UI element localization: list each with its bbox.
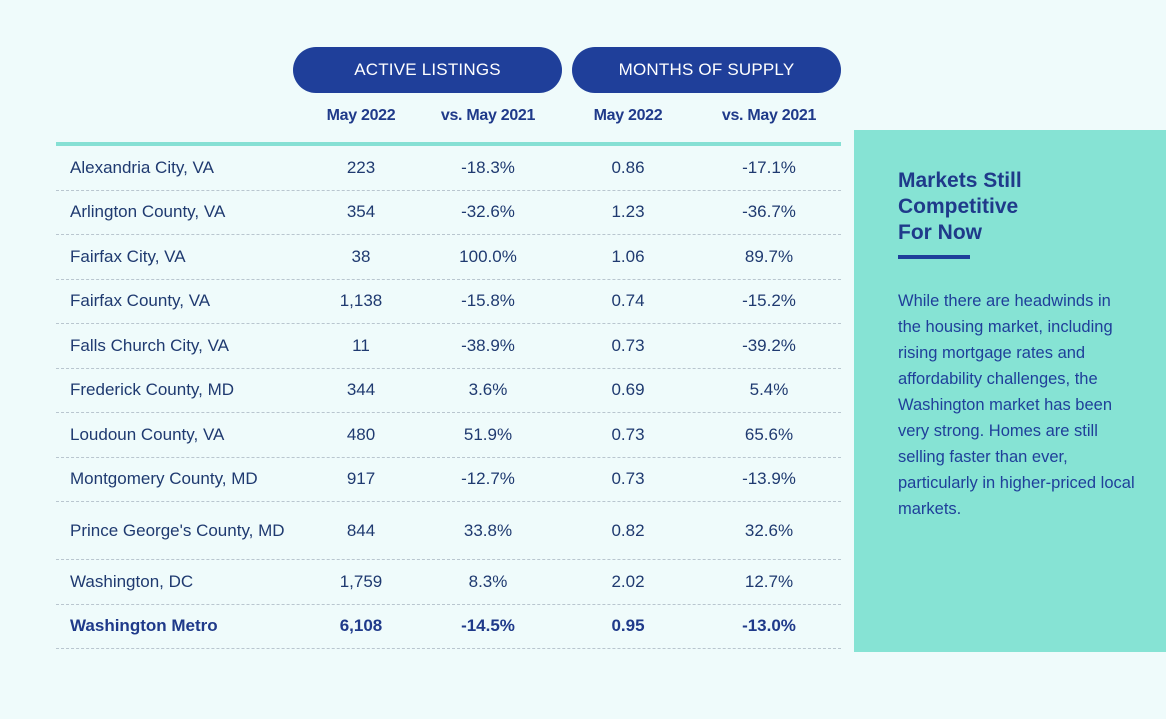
jurisdiction-name: Frederick County, MD	[70, 380, 235, 400]
jurisdiction-name: Montgomery County, MD	[70, 469, 258, 489]
callout-title-underline	[898, 255, 970, 259]
active-listings-change: -12.7%	[461, 469, 515, 489]
jurisdiction-name: Falls Church City, VA	[70, 335, 230, 355]
total-name: Washington Metro	[70, 616, 218, 636]
active-listings-change: 100.0%	[459, 246, 517, 266]
active-listings-value: 917	[346, 469, 376, 489]
active-listings-header: ACTIVE LISTINGS	[293, 47, 562, 93]
months-supply-change: 5.4%	[749, 380, 789, 400]
active-listings-change: 8.3%	[468, 571, 508, 591]
months-supply-value: 0.82	[611, 520, 645, 540]
active-listings-change: -32.6%	[461, 202, 515, 222]
active-listings-value: 11	[352, 335, 370, 355]
months-supply-change: -17.1%	[742, 157, 796, 177]
active-listings-value: 1,138	[339, 291, 383, 311]
active-listings-value: 1,759	[339, 571, 383, 591]
table-row: Alexandria City, VA 223 -18.3% 0.86 -17.…	[56, 146, 841, 191]
table-row: Frederick County, MD 344 3.6% 0.69 5.4%	[56, 369, 841, 413]
table-row: Montgomery County, MD 917 -12.7% 0.73 -1…	[56, 458, 841, 502]
table-row: Prince George's County, MD 844 33.8% 0.8…	[56, 502, 841, 560]
active-listings-value: 354	[346, 202, 376, 222]
total-row: Washington Metro 6,108 -14.5% 0.95 -13.0…	[56, 605, 841, 649]
jurisdiction-name: Prince George's County, MD	[70, 520, 285, 540]
months-supply-value: 0.73	[611, 469, 645, 489]
months-supply-change: 89.7%	[744, 246, 794, 266]
table-row: Washington, DC 1,759 8.3% 2.02 12.7%	[56, 560, 841, 605]
total-months-supply-change: -13.0%	[742, 616, 796, 636]
active-listings-change: 51.9%	[463, 424, 513, 444]
months-supply-change: 32.6%	[744, 520, 794, 540]
active-listings-value: 844	[346, 520, 376, 540]
supply-may-2022-header: May 2022	[593, 107, 663, 124]
months-supply-change: -36.7%	[742, 202, 796, 222]
callout-panel: Markets Still Competitive For Now While …	[854, 130, 1166, 652]
active-listings-change: 3.6%	[468, 380, 508, 400]
months-supply-change: -13.9%	[742, 469, 796, 489]
jurisdiction-name: Fairfax City, VA	[70, 246, 186, 266]
jurisdiction-name: Washington, DC	[70, 571, 194, 591]
months-supply-change: -39.2%	[742, 335, 796, 355]
jurisdiction-name: Alexandria City, VA	[70, 157, 214, 177]
active-listings-value: 38	[351, 246, 371, 266]
data-table: Alexandria City, VA 223 -18.3% 0.86 -17.…	[56, 146, 841, 649]
active-listings-change: -15.8%	[461, 291, 515, 311]
months-supply-value: 2.02	[611, 571, 645, 591]
active-listings-change: 33.8%	[463, 520, 513, 540]
months-supply-value: 0.73	[611, 335, 645, 355]
months-supply-change: 65.6%	[744, 424, 794, 444]
active-listings-value: 223	[346, 157, 376, 177]
active-listings-change: -38.9%	[461, 335, 515, 355]
jurisdiction-name: Fairfax County, VA	[70, 291, 211, 311]
jurisdiction-name: Arlington County, VA	[70, 202, 226, 222]
months-of-supply-header: MONTHS OF SUPPLY	[572, 47, 841, 93]
listings-vs-2021-header: vs. May 2021	[440, 107, 536, 124]
active-listings-change: -18.3%	[461, 157, 515, 177]
total-active-listings-change: -14.5%	[461, 616, 515, 636]
months-supply-value: 0.74	[611, 291, 645, 311]
table-row: Loudoun County, VA 480 51.9% 0.73 65.6%	[56, 413, 841, 458]
months-supply-value: 0.73	[611, 424, 645, 444]
table-header-rule	[56, 142, 841, 146]
total-active-listings: 6,108	[339, 616, 383, 636]
listings-may-2022-header: May 2022	[326, 107, 396, 124]
table-row: Fairfax City, VA 38 100.0% 1.06 89.7%	[56, 235, 841, 280]
supply-vs-2021-header: vs. May 2021	[721, 107, 817, 124]
callout-title: Markets Still Competitive For Now	[898, 169, 1022, 244]
table-row: Falls Church City, VA 11 -38.9% 0.73 -39…	[56, 324, 841, 369]
active-listings-value: 480	[346, 424, 376, 444]
months-supply-value: 1.06	[611, 246, 645, 266]
total-months-supply: 0.95	[611, 616, 645, 636]
active-listings-value: 344	[346, 380, 376, 400]
months-supply-value: 0.69	[611, 380, 645, 400]
table-row: Arlington County, VA 354 -32.6% 1.23 -36…	[56, 191, 841, 235]
jurisdiction-name: Loudoun County, VA	[70, 424, 225, 444]
months-supply-value: 1.23	[611, 202, 645, 222]
table-row: Fairfax County, VA 1,138 -15.8% 0.74 -15…	[56, 280, 841, 324]
months-supply-change: -15.2%	[742, 291, 796, 311]
months-supply-value: 0.86	[611, 157, 645, 177]
callout-body: While there are headwinds in the housing…	[898, 292, 1135, 518]
months-supply-change: 12.7%	[744, 571, 794, 591]
